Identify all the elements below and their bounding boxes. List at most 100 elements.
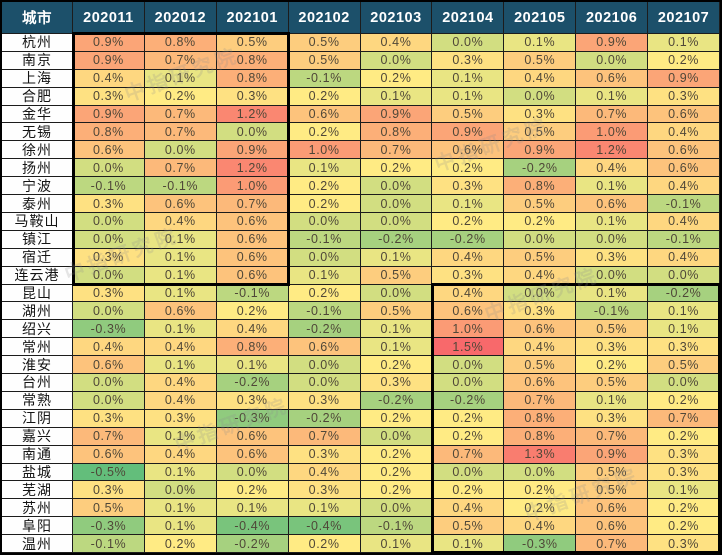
value-cell-杭州-202102: 0.5% (288, 34, 361, 52)
value-cell-阜阳-202012: 0.1% (144, 517, 217, 536)
city-name: 江阴 (2, 409, 73, 428)
value-cell-嘉兴-202102: 0.7% (288, 427, 361, 446)
value-cell-台州-202106: 0.5% (576, 374, 649, 392)
value-cell-连云港-202107: 0.0% (648, 266, 720, 285)
value-cell-淮安-202011: 0.6% (73, 356, 145, 375)
value-cell-合肥-202011: 0.3% (73, 87, 145, 106)
value-cell-盐城-202107: 0.3% (648, 463, 720, 482)
value-cell-淮安-202105: 0.5% (504, 356, 577, 375)
value-cell-金华-202105: 0.3% (504, 105, 577, 124)
value-cell-上海-202107: 0.9% (648, 69, 720, 88)
city-name: 南通 (2, 445, 73, 464)
value-cell-昆山-202012: 0.1% (144, 284, 217, 303)
value-cell-常熟-202104: -0.2% (432, 391, 505, 410)
value-cell-常州-202107: 0.3% (648, 338, 720, 357)
value-cell-合肥-202012: 0.2% (144, 87, 217, 106)
value-cell-泰州-202011: 0.3% (73, 195, 145, 213)
city-name: 绍兴 (2, 320, 73, 339)
value-cell-马鞍山-202012: 0.4% (144, 212, 217, 231)
value-cell-嘉兴-202105: 0.8% (504, 427, 577, 446)
value-cell-合肥-202102: 0.2% (288, 87, 361, 106)
value-cell-芜湖-202105: 0.2% (504, 481, 577, 500)
value-cell-嘉兴-202103: 0.0% (360, 427, 433, 446)
value-cell-台州-202104: 0.0% (432, 374, 505, 392)
value-cell-泰州-202101: 0.7% (216, 195, 289, 213)
value-cell-台州-202105: 0.6% (504, 374, 577, 392)
value-cell-杭州-202106: 0.9% (576, 34, 649, 52)
value-cell-台州-202101: -0.2% (216, 374, 289, 392)
value-cell-盐城-202104: 0.0% (432, 463, 505, 482)
value-cell-芜湖-202107: 0.1% (648, 481, 720, 500)
value-cell-绍兴-202104: 1.0% (432, 320, 505, 339)
header-month-202011: 202011 (73, 2, 145, 34)
value-cell-盐城-202105: 0.0% (504, 463, 577, 482)
value-cell-无锡-202107: 0.4% (648, 123, 720, 142)
city-name: 连云港 (2, 266, 73, 285)
value-cell-南通-202104: 0.7% (432, 445, 505, 464)
value-cell-常熟-202102: 0.3% (288, 391, 361, 410)
value-cell-金华-202103: 0.9% (360, 105, 433, 124)
value-cell-无锡-202104: 0.9% (432, 123, 505, 142)
city-name: 泰州 (2, 195, 73, 213)
value-cell-南京-202011: 0.9% (73, 51, 145, 70)
value-cell-宁波-202012: -0.1% (144, 177, 217, 196)
value-cell-江阴-202104: 0.2% (432, 409, 505, 428)
value-cell-绍兴-202105: 0.6% (504, 320, 577, 339)
value-cell-绍兴-202101: 0.4% (216, 320, 289, 339)
city-name: 常州 (2, 338, 73, 357)
city-name: 金华 (2, 105, 73, 124)
city-name: 镇江 (2, 230, 73, 249)
value-cell-温州-202101: -0.2% (216, 535, 289, 553)
value-cell-南京-202103: 0.0% (360, 51, 433, 70)
value-cell-马鞍山-202107: 0.4% (648, 212, 720, 231)
value-cell-镇江-202106: 0.0% (576, 230, 649, 249)
value-cell-台州-202102: 0.0% (288, 374, 361, 392)
value-cell-合肥-202105: 0.0% (504, 87, 577, 106)
value-cell-常州-202012: 0.4% (144, 338, 217, 357)
value-cell-台州-202103: 0.3% (360, 374, 433, 392)
value-cell-扬州-202105: -0.2% (504, 159, 577, 178)
value-cell-徐州-202106: 1.2% (576, 141, 649, 160)
value-cell-台州-202107: 0.0% (648, 374, 720, 392)
city-name: 无锡 (2, 123, 73, 142)
value-cell-湖州-202104: 0.6% (432, 302, 505, 321)
header-month-202104: 202104 (432, 2, 505, 34)
value-cell-无锡-202101: 0.0% (216, 123, 289, 142)
value-cell-上海-202012: 0.1% (144, 69, 217, 88)
value-cell-南通-202011: 0.6% (73, 445, 145, 464)
value-cell-江阴-202106: 0.3% (576, 409, 649, 428)
value-cell-镇江-202105: 0.0% (504, 230, 577, 249)
city-name: 合肥 (2, 87, 73, 106)
value-cell-温州-202103: 0.1% (360, 535, 433, 553)
value-cell-上海-202101: 0.8% (216, 69, 289, 88)
header-month-202102: 202102 (288, 2, 361, 34)
value-cell-连云港-202104: 0.3% (432, 266, 505, 285)
city-name: 马鞍山 (2, 212, 73, 231)
value-cell-台州-202012: 0.4% (144, 374, 217, 392)
value-cell-合肥-202107: 0.3% (648, 87, 720, 106)
value-cell-常熟-202103: -0.2% (360, 391, 433, 410)
value-cell-南京-202104: 0.3% (432, 51, 505, 70)
city-name: 宁波 (2, 177, 73, 196)
value-cell-温州-202102: 0.2% (288, 535, 361, 553)
value-cell-宁波-202105: 0.8% (504, 177, 577, 196)
value-cell-昆山-202103: 0.0% (360, 284, 433, 303)
value-cell-常州-202105: 0.4% (504, 338, 577, 357)
value-cell-上海-202011: 0.4% (73, 69, 145, 88)
value-cell-江阴-202107: 0.7% (648, 409, 720, 428)
value-cell-宿迁-202107: 0.4% (648, 248, 720, 267)
value-cell-上海-202106: 0.6% (576, 69, 649, 88)
city-name: 扬州 (2, 159, 73, 178)
value-cell-嘉兴-202012: 0.1% (144, 427, 217, 446)
value-cell-常熟-202105: 0.7% (504, 391, 577, 410)
value-cell-盐城-202102: 0.4% (288, 463, 361, 482)
value-cell-嘉兴-202101: 0.6% (216, 427, 289, 446)
value-cell-扬州-202103: 0.2% (360, 159, 433, 178)
value-cell-南通-202102: 0.3% (288, 445, 361, 464)
value-cell-阜阳-202105: 0.4% (504, 517, 577, 536)
value-cell-宁波-202101: 1.0% (216, 177, 289, 196)
value-cell-嘉兴-202107: 0.2% (648, 427, 720, 446)
value-cell-南通-202106: 0.9% (576, 445, 649, 464)
